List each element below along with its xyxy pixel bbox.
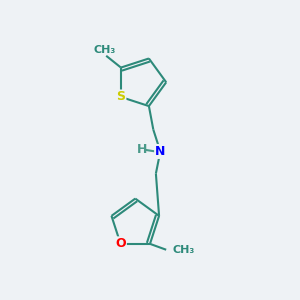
Text: CH₃: CH₃ [94, 46, 116, 56]
Text: S: S [116, 91, 125, 103]
Text: N: N [155, 145, 166, 158]
Text: H: H [137, 143, 147, 157]
Text: CH₃: CH₃ [172, 245, 194, 255]
Text: O: O [115, 237, 126, 250]
